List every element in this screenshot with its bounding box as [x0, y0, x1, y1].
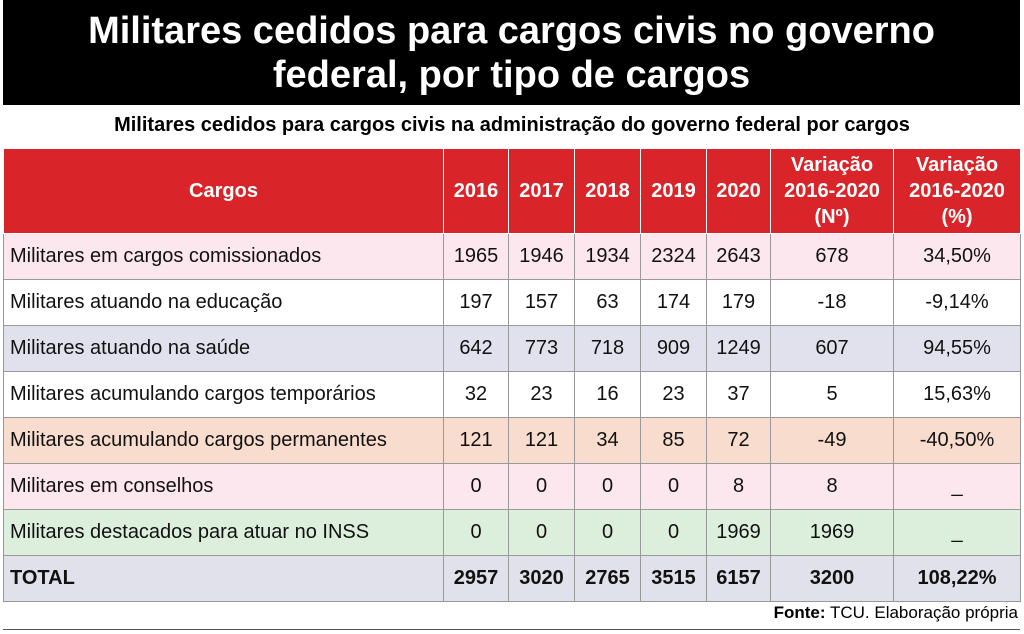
footer: Fonte: TCU. Elaboração própria	[774, 603, 1018, 623]
cell: 15,63%	[893, 371, 1021, 418]
cell: 0	[640, 463, 707, 510]
cell: 34,50%	[893, 233, 1021, 280]
footer-label: Fonte:	[773, 603, 826, 622]
row-label: Militares atuando na saúde	[3, 325, 444, 372]
cell: 174	[640, 279, 707, 326]
cell: 16	[574, 371, 641, 418]
row-label: Militares acumulando cargos permanentes	[3, 417, 444, 464]
cell: 197	[443, 279, 509, 326]
row-label: Militares em cargos comissionados	[3, 233, 444, 280]
cell: 34	[574, 417, 641, 464]
cell: 94,55%	[893, 325, 1021, 372]
row-label: Militares destacados para atuar no INSS	[3, 509, 444, 556]
row-label: Militares acumulando cargos temporários	[3, 371, 444, 418]
table-row: Militares destacados para atuar no INSS 0…	[3, 509, 1021, 556]
header-cell: 2020	[706, 148, 771, 234]
cell: 607	[770, 325, 894, 372]
cell: 8	[770, 463, 894, 510]
cell: 1934	[574, 233, 641, 280]
subtitle: Militares cedidos para cargos civis na a…	[114, 114, 910, 136]
cell: 2643	[706, 233, 771, 280]
cell: 85	[640, 417, 707, 464]
cell: 108,22%	[893, 555, 1021, 602]
cell: 773	[508, 325, 575, 372]
cell: 1946	[508, 233, 575, 280]
cell: 5	[770, 371, 894, 418]
cell: 63	[574, 279, 641, 326]
cell: 3515	[640, 555, 707, 602]
cell: 3020	[508, 555, 575, 602]
cell: 0	[574, 509, 641, 556]
cell: 0	[640, 509, 707, 556]
table-row: Militares em conselhos 0 0 0 0 8 8 _	[3, 463, 1021, 510]
header-row: Cargos 2016 2017 2018 2019 2020 Variação 2016-…	[3, 148, 1021, 234]
cell: 0	[443, 463, 509, 510]
table-row: Militares em cargos comissionados 1965 194…	[3, 233, 1021, 280]
cell: -40,50%	[893, 417, 1021, 464]
cell: 1965	[443, 233, 509, 280]
cell: 1249	[706, 325, 771, 372]
table-row: Militares acumulando cargos temporários 3…	[3, 371, 1021, 418]
data-table: Cargos 2016 2017 2018 2019 2020 Variação 2016-…	[3, 148, 1021, 602]
cell: 909	[640, 325, 707, 372]
cell: _	[893, 509, 1021, 556]
header-cell: 2016	[443, 148, 509, 234]
cell: 72	[706, 417, 771, 464]
cell: 642	[443, 325, 509, 372]
cell: 8	[706, 463, 771, 510]
cell: 2957	[443, 555, 509, 602]
cell: -9,14%	[893, 279, 1021, 326]
cell: 0	[443, 509, 509, 556]
header-cell: 2017	[508, 148, 575, 234]
cell: 157	[508, 279, 575, 326]
cell: 2765	[574, 555, 641, 602]
title: Militares cedidos para cargos civis no g…	[3, 0, 1020, 105]
table-row: Militares atuando na educação 197 157 63 174…	[3, 279, 1021, 326]
cell: 179	[706, 279, 771, 326]
row-label: Militares atuando na educação	[3, 279, 444, 326]
cell: 23	[640, 371, 707, 418]
header-cell: Cargos	[3, 148, 444, 234]
cell: 121	[443, 417, 509, 464]
cell: 121	[508, 417, 575, 464]
cell: _	[893, 463, 1021, 510]
header-cell: Variação 2016-2020 (Nº)	[770, 148, 894, 234]
cell: -49	[770, 417, 894, 464]
cell: 23	[508, 371, 575, 418]
cell: 37	[706, 371, 771, 418]
footer-text: TCU. Elaboração própria	[829, 603, 1018, 622]
table-row: Militares atuando na saúde 642 773 718 909 12…	[3, 325, 1021, 372]
cell: 0	[574, 463, 641, 510]
rule	[3, 629, 1020, 630]
row-label: TOTAL	[3, 555, 444, 602]
cell: 0	[508, 509, 575, 556]
table-row: TOTAL 2957 3020 2765 3515 6157 3200 108,22%	[3, 555, 1021, 602]
header-cell: 2018	[574, 148, 641, 234]
cell: 1969	[706, 509, 771, 556]
cell: 1969	[770, 509, 894, 556]
cell: 678	[770, 233, 894, 280]
header-cell: 2019	[640, 148, 707, 234]
table-row: Militares acumulando cargos permanentes 1…	[3, 417, 1021, 464]
cell: 3200	[770, 555, 894, 602]
cell: -18	[770, 279, 894, 326]
cell: 32	[443, 371, 509, 418]
row-label: Militares em conselhos	[3, 463, 444, 510]
cell: 718	[574, 325, 641, 372]
header-cell: Variação 2016-2020 (%)	[893, 148, 1021, 234]
cell: 0	[508, 463, 575, 510]
cell: 2324	[640, 233, 707, 280]
cell: 6157	[706, 555, 771, 602]
